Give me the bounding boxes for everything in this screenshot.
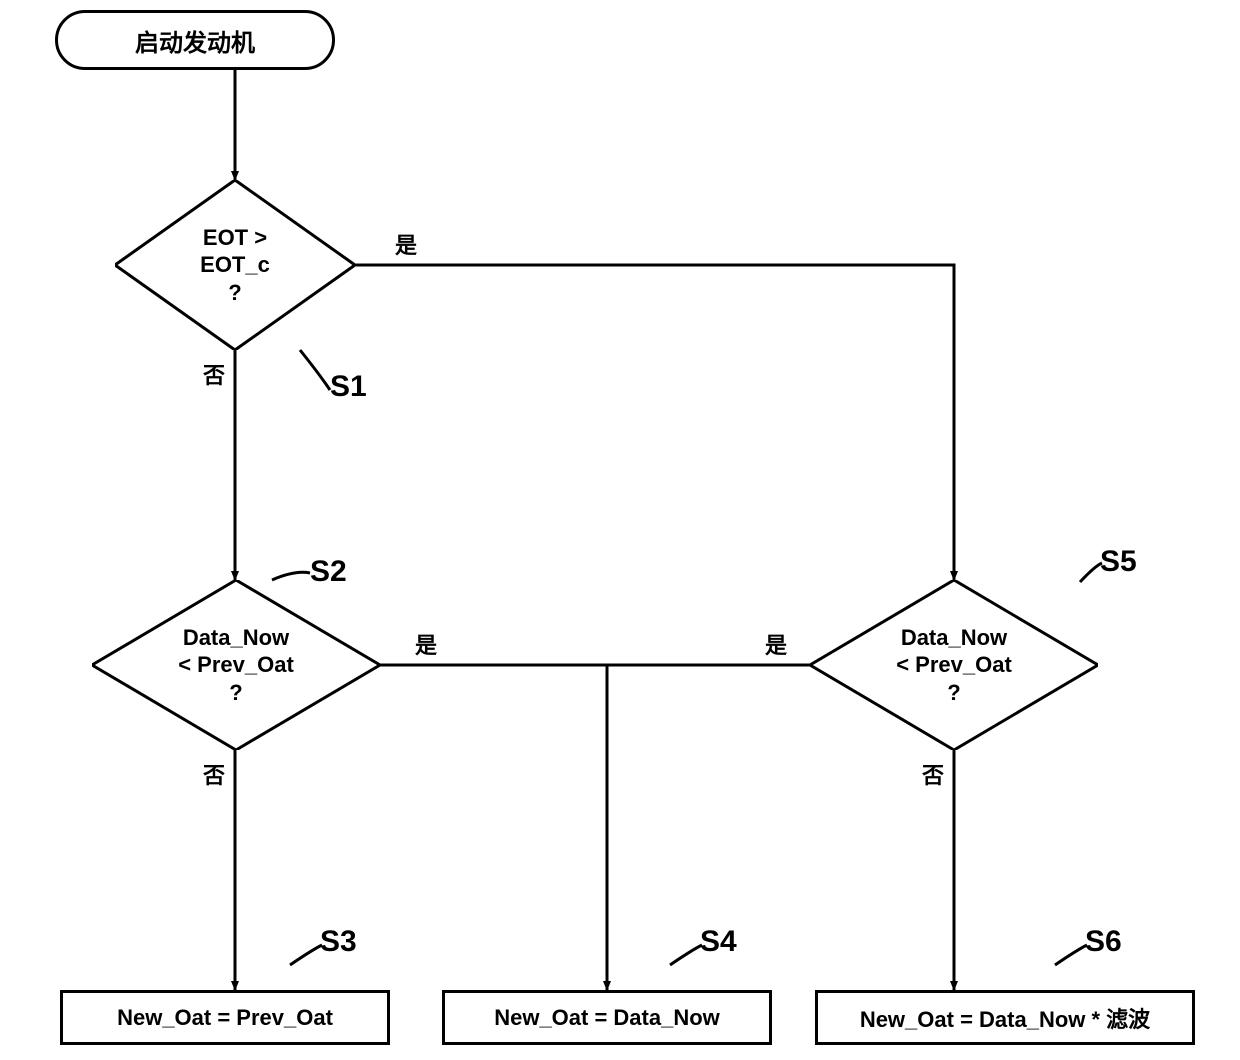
s5-text: Data_Now < Prev_Oat ? — [896, 624, 1012, 707]
s6-text: New_Oat = Data_Now * 滤波 — [860, 1002, 1150, 1034]
edge-label-s5-yes: 是 — [765, 628, 787, 660]
s2-text: Data_Now < Prev_Oat ? — [178, 624, 294, 707]
step-label-s1: S1 — [330, 370, 367, 404]
decision-s5: Data_Now < Prev_Oat ? — [810, 580, 1098, 750]
step-label-s6: S6 — [1085, 925, 1122, 959]
edge-label-s1-no: 否 — [203, 358, 225, 390]
step-label-s5: S5 — [1100, 545, 1137, 579]
decision-s2: Data_Now < Prev_Oat ? — [92, 580, 380, 750]
s4-text: New_Oat = Data_Now — [494, 1005, 720, 1031]
connectors — [0, 0, 1240, 1060]
start-node: 启动发动机 — [55, 10, 335, 70]
edge-label-s2-no: 否 — [203, 758, 225, 790]
s1-text: EOT > EOT_c ? — [200, 224, 270, 307]
process-s4: New_Oat = Data_Now — [442, 990, 772, 1045]
process-s3: New_Oat = Prev_Oat — [60, 990, 390, 1045]
edge-label-s2-yes: 是 — [415, 628, 437, 660]
process-s6: New_Oat = Data_Now * 滤波 — [815, 990, 1195, 1045]
step-label-s4: S4 — [700, 925, 737, 959]
start-text: 启动发动机 — [135, 23, 255, 58]
decision-s1: EOT > EOT_c ? — [115, 180, 355, 350]
step-label-s2: S2 — [310, 555, 347, 589]
step-label-s3: S3 — [320, 925, 357, 959]
s3-text: New_Oat = Prev_Oat — [117, 1005, 333, 1031]
edge-label-s1-yes: 是 — [395, 228, 417, 260]
flowchart-canvas: 启动发动机 EOT > EOT_c ? Data_Now < Prev_Oat … — [0, 0, 1240, 1060]
edge-label-s5-no: 否 — [922, 758, 944, 790]
